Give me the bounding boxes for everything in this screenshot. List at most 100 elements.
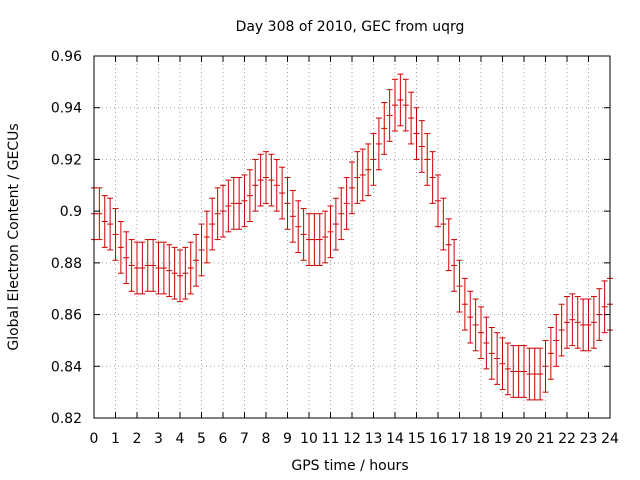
data-point (182, 246, 189, 300)
data-point (128, 239, 135, 292)
y-tick-label: 0.9 (60, 204, 82, 220)
x-tick-label: 19 (494, 431, 512, 447)
data-point (375, 117, 382, 171)
data-point (123, 231, 130, 285)
x-tick-label: 14 (386, 431, 404, 447)
data-point (225, 179, 232, 233)
y-tick-label: 0.82 (51, 411, 82, 427)
data-point (381, 102, 388, 155)
data-point (392, 78, 398, 132)
data-point (601, 280, 608, 334)
data-point (590, 295, 597, 349)
data-point (510, 345, 517, 398)
data-point (139, 241, 146, 295)
x-tick-label: 8 (262, 431, 271, 447)
data-point (424, 133, 431, 186)
data-point (499, 337, 506, 391)
y-tick-label: 0.86 (51, 308, 82, 324)
x-tick-label: 24 (601, 431, 619, 447)
data-point (214, 187, 221, 241)
data-point (101, 195, 108, 248)
data-point (134, 241, 140, 295)
data-point (397, 73, 404, 127)
data-point (585, 298, 592, 352)
data-point (220, 184, 226, 238)
data-point (456, 259, 463, 313)
x-tick-label: 4 (176, 431, 185, 447)
y-tick-label: 0.94 (51, 101, 82, 117)
y-tick-label: 0.88 (51, 256, 82, 272)
data-point (488, 327, 495, 380)
data-point (241, 174, 248, 228)
x-tick-label: 16 (429, 431, 447, 447)
data-point (144, 239, 151, 292)
data-point (160, 241, 167, 295)
tick-layer (93, 55, 611, 419)
data-point (230, 177, 237, 230)
data-point (515, 345, 522, 398)
data-point (408, 91, 415, 145)
series-layer (91, 73, 613, 401)
x-tick-label: 23 (580, 431, 598, 447)
data-point (171, 246, 178, 300)
x-tick-label: 1 (111, 431, 120, 447)
data-point (564, 295, 570, 349)
data-point (440, 197, 447, 251)
x-tick-label: 21 (537, 431, 555, 447)
x-tick-label: 2 (133, 431, 142, 447)
data-point (107, 197, 114, 251)
data-point (596, 288, 603, 341)
data-point (236, 177, 243, 230)
data-point (343, 177, 350, 230)
data-point (193, 233, 200, 287)
data-point (257, 153, 264, 207)
data-point (580, 298, 587, 352)
y-tick-label: 0.92 (51, 152, 82, 168)
y-axis-label: Global Electron Content / GECUs (6, 123, 22, 350)
data-point (472, 298, 479, 352)
data-point (553, 314, 560, 367)
x-tick-label: 9 (283, 431, 292, 447)
data-point (338, 187, 345, 241)
data-point (467, 290, 474, 344)
x-tick-label: 12 (343, 431, 361, 447)
data-point (327, 205, 334, 259)
data-point (316, 213, 323, 266)
data-point (418, 120, 425, 173)
data-point (263, 151, 269, 204)
x-tick-label: 20 (515, 431, 533, 447)
x-tick-label: 17 (451, 431, 469, 447)
x-tick-label: 10 (300, 431, 318, 447)
data-point (112, 208, 119, 261)
data-point (547, 327, 554, 380)
data-point (413, 107, 420, 160)
data-point (386, 89, 393, 142)
x-tick-label: 5 (197, 431, 206, 447)
data-point (246, 169, 253, 222)
x-axis-label: GPS time / hours (291, 458, 408, 474)
data-point (295, 200, 302, 254)
data-point (322, 210, 329, 264)
data-point (483, 316, 490, 370)
data-point (429, 151, 436, 204)
data-point (435, 174, 441, 228)
data-point (177, 249, 183, 303)
data-point (461, 277, 468, 331)
data-point (117, 220, 124, 274)
x-tick-label: 15 (408, 431, 426, 447)
data-point (349, 161, 355, 215)
data-point (494, 332, 501, 385)
data-point (569, 293, 576, 347)
data-point (155, 241, 162, 295)
data-point (402, 78, 409, 132)
data-point (203, 210, 210, 264)
data-point (284, 177, 291, 230)
data-point (574, 295, 581, 349)
data-point (311, 213, 318, 266)
y-tick-label: 0.84 (51, 359, 82, 375)
data-point (504, 342, 511, 396)
data-point (537, 347, 544, 401)
y-tick-label: 0.96 (51, 49, 82, 65)
data-point (451, 239, 458, 292)
x-tick-label: 0 (90, 431, 99, 447)
